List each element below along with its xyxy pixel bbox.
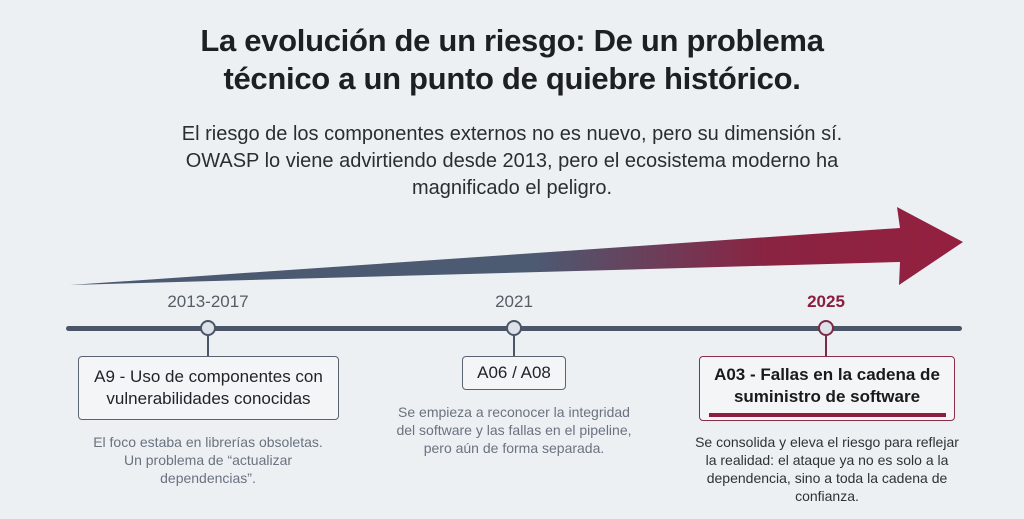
node-connector bbox=[207, 336, 209, 356]
box-line: A9 - Uso de componentes con bbox=[94, 367, 323, 386]
desc-line: confianza. bbox=[795, 488, 859, 504]
desc-line: pero aún de forma separada. bbox=[423, 440, 605, 456]
title-line: La evolución de un riesgo: De un problem… bbox=[200, 23, 824, 58]
box-line: A06 / A08 bbox=[477, 363, 551, 382]
subtitle-line: magnificado el peligro. bbox=[411, 177, 613, 199]
box-line: vulnerabilidades conocidas bbox=[106, 389, 311, 408]
page-title: La evolución de un riesgo: De un problem… bbox=[0, 22, 1024, 98]
desc-line: del software y las fallas en el pipeline… bbox=[396, 422, 632, 438]
desc-line: Un problema de “actualizar bbox=[123, 452, 293, 468]
milestone-description: Se consolida y eleva el riesgo para refl… bbox=[667, 433, 987, 505]
box-line: suministro de software bbox=[733, 387, 921, 406]
arrow-shape bbox=[70, 207, 963, 285]
subtitle: El riesgo de los componentes externos no… bbox=[0, 121, 1024, 202]
desc-line: dependencias”. bbox=[160, 470, 256, 486]
milestone-description: El foco estaba en librerías obsoletas. U… bbox=[58, 433, 358, 487]
milestone-year: 2013-2017 bbox=[167, 292, 249, 311]
subtitle-line: El riesgo de los componentes externos no… bbox=[181, 123, 843, 145]
milestone-box-highlight: A03 - Fallas en la cadena de suministro … bbox=[699, 356, 955, 421]
desc-line: Se consolida y eleva el riesgo para refl… bbox=[695, 434, 959, 450]
timeline-node-highlight bbox=[818, 320, 834, 336]
accent-underline bbox=[708, 413, 946, 417]
timeline-node bbox=[506, 320, 522, 336]
desc-line: dependencia, sino a toda la cadena de bbox=[706, 470, 948, 486]
desc-line: El foco estaba en librerías obsoletas. bbox=[93, 434, 323, 450]
node-connector bbox=[825, 336, 827, 356]
milestone-box: A9 - Uso de componentes con vulnerabilid… bbox=[78, 356, 339, 420]
title-line: técnico a un punto de quiebre histórico. bbox=[223, 61, 801, 96]
milestone-box: A06 / A08 bbox=[462, 356, 566, 390]
desc-line: la realidad: el ataque ya no es solo a l… bbox=[705, 452, 949, 468]
box-line: A03 - Fallas en la cadena de bbox=[714, 365, 940, 384]
milestone-year-highlight: 2025 bbox=[807, 292, 845, 311]
desc-line: Se empieza a reconocer la integridad bbox=[398, 404, 630, 420]
timeline-node bbox=[200, 320, 216, 336]
milestone-year: 2021 bbox=[495, 292, 533, 311]
subtitle-line: OWASP lo viene advirtiendo desde 2013, p… bbox=[185, 150, 839, 172]
milestone-description: Se empieza a reconocer la integridad del… bbox=[364, 403, 664, 457]
node-connector bbox=[513, 336, 515, 356]
